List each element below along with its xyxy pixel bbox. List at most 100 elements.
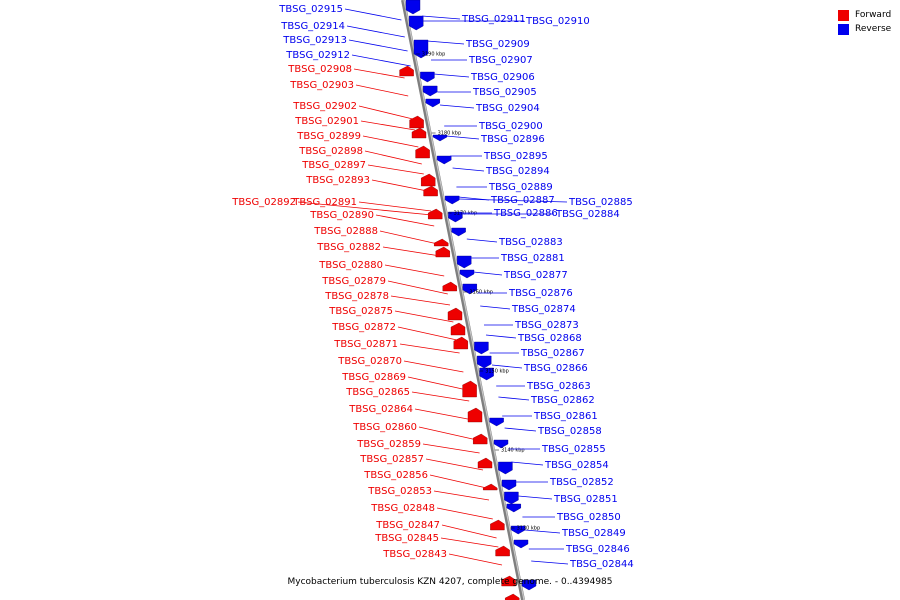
forward-gene-feature	[434, 238, 449, 247]
gene-label: TBSG_02846	[565, 544, 630, 555]
scale-ticks: 3190 kbp 3180 kbp 3170 kbp 3160 kbp 3150 kbp…	[415, 52, 540, 532]
gene-label: TBSG_02898	[298, 146, 363, 157]
label-leader	[403, 360, 464, 373]
reverse-gene-feature	[405, 0, 421, 15]
gene-label: TBSG_02887	[490, 195, 555, 206]
forward-swatch	[838, 9, 849, 21]
reverse-gene-feature	[462, 283, 477, 295]
label-leader	[441, 524, 497, 539]
scale-tick-label: 3170 kbp	[454, 211, 478, 217]
gene-label: TBSG_02860	[352, 422, 417, 433]
legend-reverse-label: Reverse	[855, 24, 892, 34]
label-leader	[351, 54, 411, 67]
gene-label: TBSG_02885	[568, 197, 633, 208]
backbone-line	[401, 0, 525, 600]
legend: Forward Reverse	[838, 8, 891, 36]
gene-label: TBSG_02884	[555, 209, 620, 220]
gene-label: TBSG_02843	[382, 549, 447, 560]
gene-label: TBSG_02873	[514, 320, 579, 331]
gene-label: TBSG_02861	[533, 411, 598, 422]
reverse-gene-feature	[501, 479, 517, 491]
gene-label: TBSG_02871	[333, 339, 398, 350]
gene-label: TBSG_02883	[498, 237, 563, 248]
gene-label: TBSG_02909	[465, 39, 530, 50]
gene-label: TBSG_02858	[537, 426, 602, 437]
gene-label: TBSG_02879	[321, 276, 386, 287]
gene-label: TBSG_02857	[359, 454, 424, 465]
gene-label: TBSG_02902	[292, 101, 357, 112]
gene-label: TBSG_02855	[541, 444, 606, 455]
reverse-gene-feature	[457, 255, 472, 269]
gene-label: TBSG_02900	[478, 121, 543, 132]
label-leader	[382, 246, 441, 257]
reverse-gene-feature	[504, 491, 519, 505]
forward-gene-feature	[490, 519, 505, 531]
gene-label: TBSG_02903	[289, 80, 354, 91]
gene-features	[399, 0, 537, 600]
gene-label: TBSG_02877	[503, 270, 568, 281]
reverse-gene-feature	[506, 503, 521, 513]
forward-gene-feature	[467, 407, 483, 423]
forward-gene-feature	[415, 145, 430, 159]
scale-tick-label: 3150 kbp	[485, 369, 509, 375]
gene-label: TBSG_02899	[296, 131, 361, 142]
gene-label: TBSG_02894	[485, 166, 550, 177]
label-leader	[414, 408, 474, 421]
forward-gene-feature	[399, 65, 414, 77]
legend-forward-label: Forward	[855, 10, 892, 20]
gene-label: TBSG_02915	[278, 4, 343, 15]
reverse-gene-feature	[513, 539, 529, 549]
reverse-gene-feature	[409, 15, 424, 31]
forward-gene-feature	[453, 336, 468, 350]
reverse-gene-feature	[413, 39, 429, 59]
label-leader	[399, 343, 460, 354]
gene-label: TBSG_02864	[348, 404, 413, 415]
gene-label: TBSG_02863	[526, 381, 591, 392]
label-leader	[440, 537, 499, 548]
label-leader	[427, 40, 465, 45]
label-leader	[485, 334, 517, 339]
gene-labels: TBSG_02908 TBSG_02903 TBSG_02902 TBSG_02901…	[231, 4, 633, 570]
label-leader	[397, 326, 458, 341]
label-leader	[348, 39, 408, 52]
gene-label: TBSG_02906	[470, 72, 535, 83]
forward-gene-feature	[462, 380, 477, 398]
reverse-gene-feature	[521, 579, 537, 591]
gene-label: TBSG_02845	[374, 533, 439, 544]
forward-gene-feature	[442, 281, 457, 292]
forward-gene-feature	[421, 173, 436, 187]
label-leader	[367, 164, 424, 175]
gene-label: TBSG_02881	[500, 253, 565, 264]
gene-label: TBSG_02907	[468, 55, 533, 66]
map-caption: Mycobacterium tuberculosis KZN 4207, com…	[287, 577, 613, 587]
forward-gene-feature	[450, 322, 466, 336]
label-leader	[524, 529, 561, 534]
label-leader	[422, 443, 480, 454]
gene-label: TBSG_02896	[480, 134, 545, 145]
label-leader	[458, 198, 568, 203]
label-leader	[407, 376, 468, 391]
gene-label: TBSG_02908	[287, 64, 352, 75]
gene-label: TBSG_02872	[331, 322, 396, 333]
gene-label: TBSG_02852	[549, 477, 614, 488]
gene-label: TBSG_02886	[493, 208, 558, 219]
label-leader	[491, 364, 523, 369]
gene-label: TBSG_02866	[523, 363, 588, 374]
label-leader	[355, 84, 409, 97]
forward-gene-feature	[495, 545, 510, 557]
reverse-gene-feature	[511, 525, 526, 535]
label-leader	[384, 264, 445, 277]
gene-label: TBSG_02875	[328, 306, 393, 317]
legend-forward: Forward	[838, 8, 891, 22]
gene-label: TBSG_02850	[556, 512, 621, 523]
gene-label: TBSG_02868	[517, 333, 582, 344]
gene-label: TBSG_02905	[472, 87, 537, 98]
label-leader	[473, 271, 503, 276]
gene-label: TBSG_02867	[520, 348, 585, 359]
reverse-gene-feature	[432, 134, 448, 142]
label-leader	[353, 68, 405, 79]
label-leader	[358, 105, 413, 120]
label-leader	[425, 458, 484, 471]
forward-gene-feature	[423, 185, 438, 197]
reverse-gene-feature	[493, 439, 509, 449]
